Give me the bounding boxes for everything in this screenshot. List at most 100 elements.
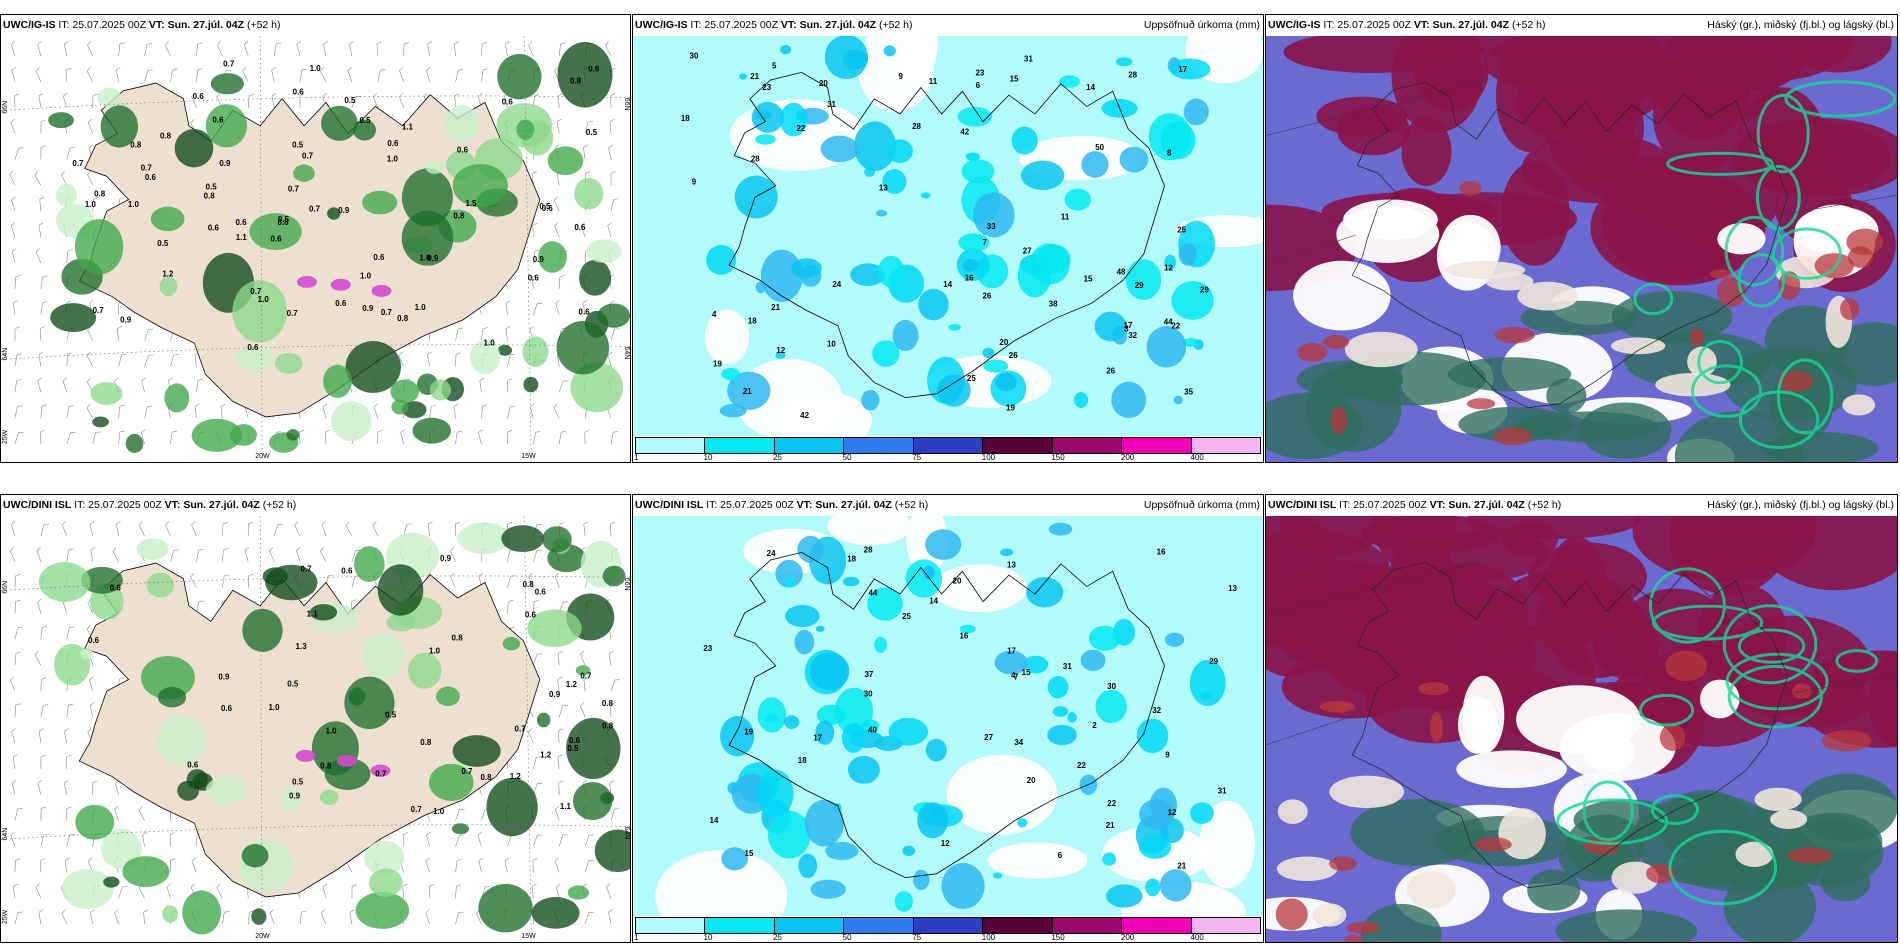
precip-value: 35 bbox=[1184, 387, 1193, 396]
map-wind-precip[interactable]: 20W 15W 66N 64N 25W 66N 64N 0.6 0.8 0.7 1.0 0.8 0.6 1… bbox=[1, 516, 630, 942]
precip-value: 1.1 bbox=[307, 610, 319, 619]
precip-value: 2 bbox=[1092, 721, 1097, 730]
lon-label: 15W bbox=[521, 933, 536, 940]
precip-value: 0.9 bbox=[362, 304, 374, 313]
colorbar-swatch bbox=[844, 918, 914, 933]
precip-value: 0.9 bbox=[440, 554, 452, 563]
precip-value: 0.7 bbox=[287, 309, 299, 318]
panel-cloud-cover-dini: UWC/DINI ISL IT: 25.07.2025 00Z VT: Sun.… bbox=[1265, 494, 1898, 943]
precip-value: 0.9 bbox=[549, 690, 561, 699]
panel-accum-precip-igis: UWC/IG-IS IT: 25.07.2025 00Z VT: Sun. 27… bbox=[632, 14, 1264, 463]
graticule bbox=[1, 36, 630, 462]
precip-value: 0.7 bbox=[411, 805, 423, 814]
precip-value: 17 bbox=[1124, 321, 1133, 330]
precip-value: 29 bbox=[1200, 285, 1209, 294]
iceland-coastline bbox=[728, 71, 1165, 399]
precip-value: 0.7 bbox=[301, 565, 313, 574]
map-cloud-cover[interactable] bbox=[1266, 516, 1897, 942]
precip-value: 38 bbox=[1049, 299, 1058, 308]
map-wind-precip[interactable]: 20W 15W 66N 64N 25W 66N 64N 0.5 0.8 0.6 0.6 0.8 0.6 0… bbox=[1, 36, 630, 462]
edge-label: 66N bbox=[623, 578, 630, 591]
precip-value: 0.6 bbox=[88, 636, 100, 645]
precip-value: 24 bbox=[832, 280, 841, 289]
precip-value: 0.5 bbox=[385, 711, 397, 720]
precip-value: 12 bbox=[1164, 263, 1173, 272]
precip-value: 0.6 bbox=[525, 611, 537, 620]
precip-value: 1.1 bbox=[402, 122, 414, 131]
precip-areas bbox=[706, 36, 1215, 419]
precip-value: 0.8 bbox=[420, 738, 432, 747]
precip-value: 0.7 bbox=[93, 306, 105, 315]
panel-title: Uppsöfnuð úrkoma (mm) bbox=[1143, 19, 1260, 31]
precip-value: 0.5 bbox=[157, 239, 169, 248]
panel-header: UWC/DINI ISL IT: 25.07.2025 00Z VT: Sun.… bbox=[1266, 495, 1897, 516]
precip-value: 1.0 bbox=[387, 155, 399, 164]
colorbar-tick-label: 50 bbox=[842, 453, 852, 462]
map-accum-precip[interactable]: 13 14 15 22 25 23 30 24 27 28 16 31 12 17 19 20 14 34 21 18… bbox=[633, 516, 1263, 916]
colorbar-swatch bbox=[983, 438, 1053, 453]
colorbar-swatch bbox=[705, 918, 775, 933]
precip-value: 9 bbox=[1165, 751, 1170, 760]
precip-value: 16 bbox=[1157, 547, 1166, 556]
precip-value: 1.2 bbox=[510, 772, 522, 781]
precip-value: 0.8 bbox=[523, 580, 535, 589]
precip-value: 1.2 bbox=[540, 751, 552, 760]
precip-value: 28 bbox=[864, 546, 873, 555]
precip-value: 26 bbox=[1106, 367, 1115, 376]
precip-value: 0.5 bbox=[292, 140, 304, 149]
precip-value: 1.0 bbox=[433, 807, 445, 816]
precip-value: 19 bbox=[744, 728, 753, 737]
precip-value: 19 bbox=[713, 360, 722, 369]
precip-areas bbox=[48, 41, 630, 453]
precip-value: 28 bbox=[751, 155, 760, 164]
precip-value: 0.6 bbox=[341, 567, 353, 576]
precip-value: 44 bbox=[868, 589, 877, 598]
heavy-precip bbox=[295, 749, 316, 762]
colorbar-swatch bbox=[1052, 438, 1123, 453]
colorbar-tick-label: 200 bbox=[1120, 453, 1135, 462]
graticule bbox=[1266, 80, 1897, 266]
precip-value: 0.6 bbox=[569, 736, 581, 745]
precip-value: 22 bbox=[1077, 761, 1086, 770]
panel-header: UWC/IG-IS IT: 25.07.2025 00Z VT: Sun. 27… bbox=[1266, 15, 1897, 36]
precip-value: 23 bbox=[762, 83, 771, 92]
precip-value: 7 bbox=[1014, 672, 1019, 681]
precip-value: 0.8 bbox=[397, 314, 409, 323]
precip-value: 0.6 bbox=[535, 587, 547, 596]
colorbar-swatch bbox=[844, 438, 914, 453]
precip-value: 15 bbox=[1022, 668, 1031, 677]
precip-value: 17 bbox=[1178, 65, 1187, 74]
precip-value: 1.1 bbox=[236, 233, 248, 242]
precip-value: 16 bbox=[965, 273, 974, 282]
precip-value: 0.5 bbox=[292, 777, 304, 786]
precip-value: 32 bbox=[1128, 331, 1137, 340]
precip-value: 31 bbox=[827, 100, 836, 109]
panel-header: UWC/IG-IS IT: 25.07.2025 00Z VT: Sun. 27… bbox=[1, 15, 630, 36]
precip-value: 19 bbox=[1006, 403, 1015, 412]
lat-label: 64N bbox=[2, 828, 9, 841]
precip-value: 21 bbox=[750, 72, 759, 81]
panel-accum-precip-dini: UWC/DINI ISL IT: 25.07.2025 00Z VT: Sun.… bbox=[632, 494, 1264, 943]
colorbar-tick-label: 1 bbox=[634, 453, 639, 462]
precip-value: 0.5 bbox=[359, 116, 371, 125]
precip-value: 31 bbox=[1024, 54, 1033, 63]
precip-value: 15 bbox=[1084, 274, 1093, 283]
precip-value: 40 bbox=[868, 726, 877, 735]
panel-wind-precip-dini: UWC/DINI ISL IT: 25.07.2025 00Z VT: Sun.… bbox=[0, 494, 631, 943]
map-accum-precip[interactable]: 50 18 15 12 29 42 28 19 33 31 11 8 20 44 26 32 21 28 9 10 16… bbox=[633, 36, 1263, 436]
panel-cloud-cover-igis: UWC/IG-IS IT: 25.07.2025 00Z VT: Sun. 27… bbox=[1265, 14, 1898, 463]
precip-value: 0.5 bbox=[539, 202, 551, 211]
colorbar-tick-label: 50 bbox=[842, 933, 852, 942]
lon-label: 15W bbox=[521, 453, 536, 460]
precip-value: 14 bbox=[929, 597, 938, 606]
precip-value: 44 bbox=[1164, 317, 1173, 326]
precip-value: 33 bbox=[987, 222, 996, 231]
lat-label: 66N bbox=[2, 101, 9, 114]
precip-value: 0.5 bbox=[206, 182, 218, 191]
map-cloud-cover[interactable] bbox=[1266, 36, 1897, 462]
colorbar-swatch bbox=[1191, 918, 1260, 933]
cloud-contours bbox=[1556, 567, 1879, 906]
colorbar-swatch bbox=[913, 918, 984, 933]
precip-value: 42 bbox=[960, 127, 969, 136]
